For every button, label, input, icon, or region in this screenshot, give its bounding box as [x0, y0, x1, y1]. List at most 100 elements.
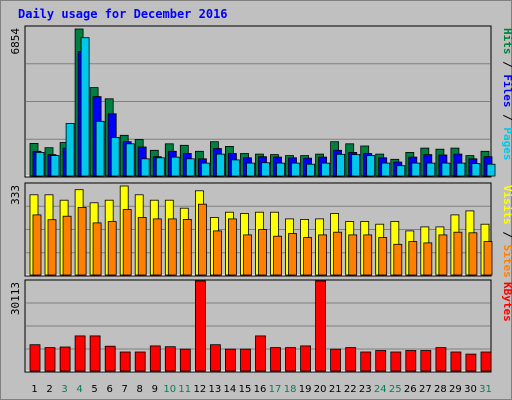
bar-kbytes-day-30	[465, 353, 477, 372]
bar-kbytes-day-28	[435, 347, 447, 372]
bar-pages-day-19	[306, 163, 316, 177]
bar-sites-day-11	[182, 218, 192, 276]
bar-kbytes-day-31	[480, 351, 492, 372]
bar-pages-day-15	[246, 162, 255, 177]
bar-kbytes-day-24	[375, 350, 387, 372]
day-label-21: 21	[329, 384, 342, 395]
hits-files-pages-legend: Hits / Files / Pages	[501, 28, 512, 161]
bar-pages-day-4	[80, 37, 90, 177]
bar-pages-day-16	[261, 162, 270, 177]
bar-sites-day-18	[288, 233, 297, 276]
bar-kbytes-day-15	[240, 348, 251, 372]
hits-files-pages-legend-segment: /	[501, 108, 512, 128]
day-label-24: 24	[374, 384, 387, 395]
bar-pages-day-3	[65, 123, 75, 177]
day-label-12: 12	[194, 384, 207, 395]
bar-sites-day-29	[453, 231, 463, 276]
bar-sites-day-15	[243, 234, 252, 276]
bar-sites-day-3	[62, 215, 72, 276]
bar-kbytes-day-17	[270, 347, 281, 372]
hits-files-pages-legend-segment: /	[501, 55, 512, 75]
day-label-5: 5	[91, 384, 97, 395]
day-label-8: 8	[137, 384, 143, 395]
visits-sites-legend-segment: Sites	[501, 245, 512, 278]
bar-sites-day-27	[423, 242, 433, 276]
bar-sites-day-8	[137, 217, 147, 276]
day-label-20: 20	[314, 384, 327, 395]
bar-pages-day-27	[426, 162, 436, 177]
kbytes-legend-segment: KBytes	[501, 282, 512, 322]
bar-pages-day-25	[396, 165, 406, 177]
bar-kbytes-day-11	[179, 348, 191, 372]
bar-pages-day-29	[456, 162, 466, 177]
bar-kbytes-day-3	[59, 346, 71, 372]
day-label-22: 22	[344, 384, 357, 395]
day-label-11: 11	[178, 384, 191, 395]
bar-pages-day-11	[185, 158, 195, 177]
bar-kbytes-day-22	[345, 347, 357, 372]
visits-sites-legend: Visits / Sites	[501, 185, 512, 278]
bar-sites-day-22	[348, 234, 358, 276]
bar-sites-day-31	[483, 241, 493, 276]
bar-sites-day-9	[152, 218, 162, 276]
visits-sites-legend-segment: Visits	[501, 185, 512, 225]
bar-kbytes-day-1	[29, 344, 41, 372]
day-label-25: 25	[389, 384, 402, 395]
bar-pages-day-8	[140, 158, 150, 177]
bar-sites-day-17	[273, 235, 282, 276]
bar-kbytes-day-26	[405, 350, 417, 372]
bar-pages-day-17	[276, 162, 285, 177]
day-label-13: 13	[209, 384, 222, 395]
bar-kbytes-day-29	[450, 351, 462, 372]
bar-pages-day-30	[471, 163, 481, 177]
day-label-6: 6	[107, 384, 113, 395]
bar-sites-day-24	[378, 237, 388, 276]
bar-pages-day-12	[200, 162, 210, 177]
bar-pages-day-10	[170, 156, 180, 177]
hits-files-pages-legend-segment: Hits	[501, 28, 512, 55]
bar-kbytes-day-23	[360, 351, 372, 372]
bar-pages-day-1	[35, 151, 45, 177]
day-label-4: 4	[76, 384, 82, 395]
day-label-7: 7	[122, 384, 128, 395]
bar-kbytes-day-7	[119, 351, 131, 372]
bar-sites-day-10	[167, 218, 177, 276]
bar-pages-day-31	[486, 163, 496, 177]
bar-sites-day-19	[303, 237, 313, 276]
bar-pages-day-24	[381, 162, 391, 177]
bar-sites-day-12	[197, 203, 207, 276]
bar-kbytes-day-5	[89, 335, 101, 372]
day-label-29: 29	[449, 384, 462, 395]
bar-sites-day-26	[408, 241, 418, 276]
bar-pages-day-26	[411, 162, 421, 177]
bar-sites-day-1	[32, 214, 42, 276]
bar-kbytes-day-20	[315, 280, 327, 372]
bar-sites-day-28	[438, 234, 448, 276]
day-label-1: 1	[31, 384, 37, 395]
day-label-17: 17	[269, 384, 282, 395]
bar-kbytes-day-13	[209, 344, 221, 372]
bar-pages-day-13	[215, 153, 225, 177]
bar-pages-day-23	[366, 155, 376, 177]
bar-kbytes-day-10	[164, 346, 176, 372]
bar-kbytes-day-8	[134, 351, 146, 372]
bar-sites-day-30	[468, 232, 478, 276]
bar-kbytes-day-25	[390, 351, 402, 372]
hits-files-pages-legend-segment: Files	[501, 74, 512, 107]
day-label-23: 23	[359, 384, 372, 395]
bar-kbytes-day-6	[104, 345, 116, 372]
bar-kbytes-day-4	[74, 335, 86, 372]
bar-sites-day-5	[92, 222, 102, 276]
bar-kbytes-day-14	[224, 348, 236, 372]
day-label-19: 19	[299, 384, 312, 395]
bar-sites-day-23	[363, 234, 373, 276]
bar-sites-day-16	[258, 229, 267, 276]
day-label-15: 15	[239, 384, 252, 395]
bar-pages-day-6	[110, 136, 120, 177]
bar-sites-day-13	[212, 230, 222, 276]
day-label-30: 30	[464, 384, 477, 395]
bar-pages-day-20	[321, 162, 331, 177]
bar-sites-day-21	[333, 231, 343, 276]
day-label-16: 16	[254, 384, 267, 395]
